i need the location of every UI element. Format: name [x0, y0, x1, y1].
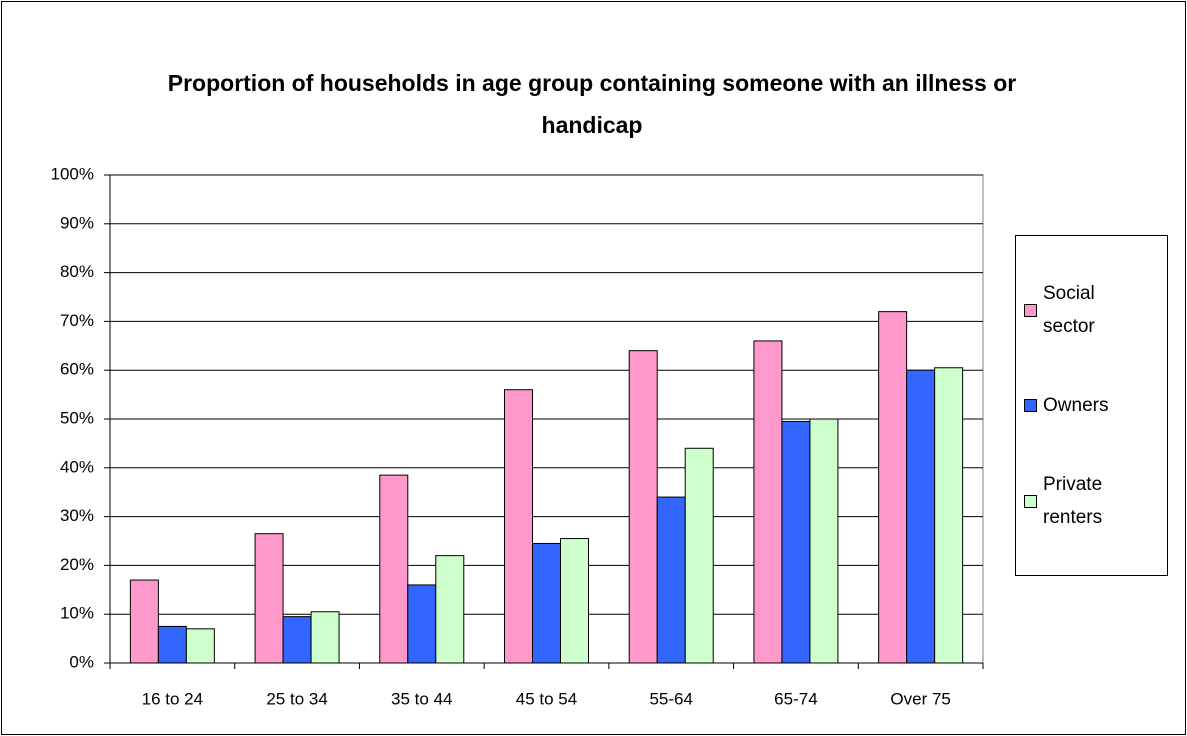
bar — [504, 389, 533, 664]
bar — [310, 611, 340, 664]
bar — [407, 584, 437, 664]
bar — [560, 538, 589, 664]
bar — [934, 367, 964, 664]
x-tick-label: 16 to 24 — [142, 689, 203, 708]
legend-item: Private renters — [1024, 468, 1167, 534]
bar — [628, 350, 658, 664]
y-tick-label: 30% — [60, 506, 94, 525]
bar — [809, 418, 839, 664]
bar — [282, 616, 312, 664]
legend-item: Social sector — [1024, 277, 1167, 343]
y-tick-label: 0% — [69, 652, 94, 671]
bar — [435, 555, 465, 664]
legend-item: Owners — [1024, 389, 1167, 422]
x-tick-label: 45 to 54 — [516, 689, 577, 708]
bar — [878, 311, 908, 664]
legend-label: Social sector — [1043, 283, 1095, 337]
legend-swatch — [1024, 303, 1037, 317]
x-tick-label: Over 75 — [890, 689, 950, 708]
bar — [185, 628, 215, 664]
legend: Social sector Owners Private renters — [1015, 235, 1168, 576]
bar — [753, 340, 783, 664]
bar — [379, 474, 409, 664]
y-tick-label: 70% — [60, 311, 94, 330]
y-tick-label: 80% — [60, 262, 94, 281]
y-tick-label: 60% — [60, 360, 94, 379]
x-tick-label: 65-74 — [774, 689, 817, 708]
bar — [532, 542, 561, 664]
y-tick-label: 40% — [60, 457, 94, 476]
bar — [906, 369, 936, 664]
bar — [656, 496, 686, 664]
legend-label: Private renters — [1043, 474, 1103, 528]
legend-label: Owners — [1043, 395, 1109, 416]
y-tick-label: 100% — [51, 164, 94, 183]
y-tick-label: 20% — [60, 555, 94, 574]
chart-title: Proportion of households in age group co… — [167, 70, 1017, 138]
x-tick-label: 25 to 34 — [266, 689, 327, 708]
bar — [684, 447, 714, 664]
bar — [781, 420, 811, 664]
bar — [254, 533, 284, 664]
y-tick-label: 10% — [60, 604, 94, 623]
legend-swatch — [1024, 399, 1037, 412]
legend-swatch — [1024, 494, 1037, 508]
bar — [129, 579, 159, 664]
y-tick-label: 90% — [60, 213, 94, 232]
x-tick-label: 35 to 44 — [391, 689, 452, 708]
bar — [157, 625, 187, 664]
x-tick-label: 55-64 — [649, 689, 692, 708]
y-tick-label: 50% — [60, 408, 94, 427]
